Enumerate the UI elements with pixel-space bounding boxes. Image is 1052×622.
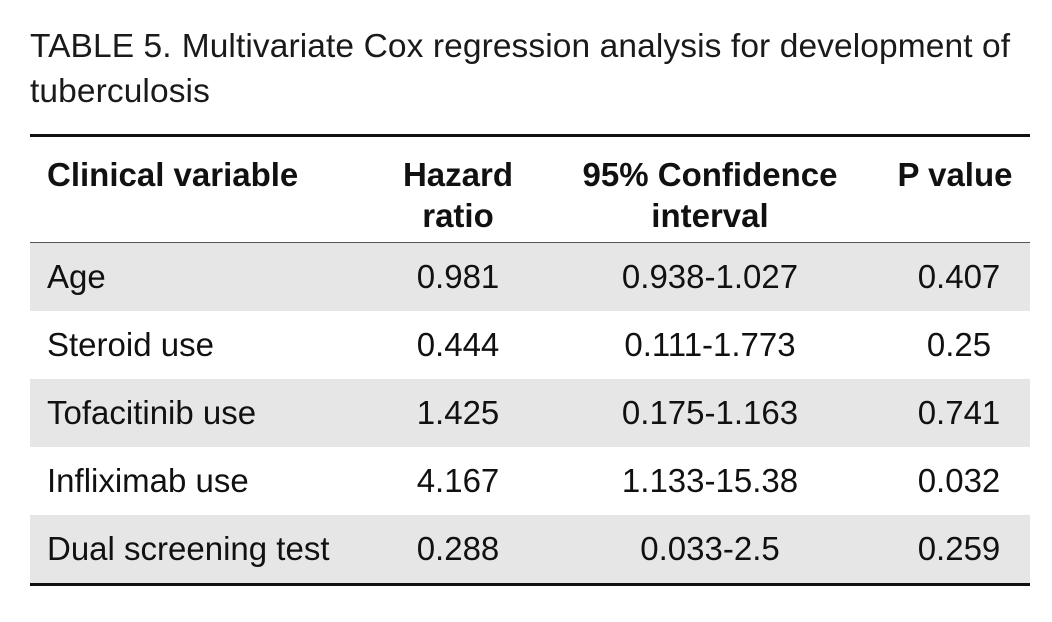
cell-hazard-ratio: 0.288 <box>416 530 500 567</box>
column-header-clinical-variable: Clinical variable <box>47 156 299 193</box>
table-caption-text: Multivariate Cox regression analysis for… <box>30 28 1011 110</box>
cell-hazard-ratio: 1.425 <box>416 394 500 431</box>
cell-confidence-interval: 0.033-2.5 <box>640 530 780 567</box>
cell-confidence-interval: 0.938-1.027 <box>621 258 799 295</box>
column-header-p-value: P value <box>897 156 1013 193</box>
column-header-hazard-ratio: Hazard ratio <box>402 156 514 234</box>
table-top-rule <box>30 134 1030 137</box>
cell-p-value: 0.407 <box>917 258 1001 295</box>
table-row: Age 0.981 0.938-1.027 0.407 <box>30 243 1030 311</box>
data-table: Clinical variable Hazard ratio 95% Confi… <box>30 134 1030 586</box>
cell-p-value: 0.25 <box>926 326 992 363</box>
table-row: Steroid use 0.444 0.111-1.773 0.25 <box>30 311 1030 379</box>
table-caption: TABLE 5. Multivariate Cox regression anal… <box>30 24 1030 114</box>
cell-clinical-variable: Tofacitinib use <box>47 394 257 431</box>
cell-confidence-interval: 0.175-1.163 <box>621 394 799 431</box>
table-row: Infliximab use 4.167 1.133-15.38 0.032 <box>30 447 1030 515</box>
cell-clinical-variable: Dual screening test <box>47 530 330 567</box>
cell-hazard-ratio: 4.167 <box>416 462 500 499</box>
table-header-row: Clinical variable Hazard ratio 95% Confi… <box>30 137 1030 243</box>
cell-hazard-ratio: 0.981 <box>416 258 500 295</box>
cell-confidence-interval: 1.133-15.38 <box>621 462 799 499</box>
cell-hazard-ratio: 0.444 <box>416 326 500 363</box>
cell-p-value: 0.741 <box>917 394 1001 431</box>
cell-confidence-interval: 0.111-1.773 <box>624 326 796 363</box>
table-caption-label: TABLE 5. <box>30 28 172 65</box>
cell-clinical-variable: Steroid use <box>47 326 214 363</box>
cell-clinical-variable: Infliximab use <box>47 462 249 499</box>
column-header-confidence-interval: 95% Confidence interval <box>582 156 838 234</box>
table-row: Dual screening test 0.288 0.033-2.5 0.25… <box>30 515 1030 583</box>
cell-p-value: 0.032 <box>917 462 1001 499</box>
table-bottom-rule <box>30 583 1030 586</box>
table-row: Tofacitinib use 1.425 0.175-1.163 0.741 <box>30 379 1030 447</box>
cell-p-value: 0.259 <box>917 530 1001 567</box>
cell-clinical-variable: Age <box>47 258 106 295</box>
